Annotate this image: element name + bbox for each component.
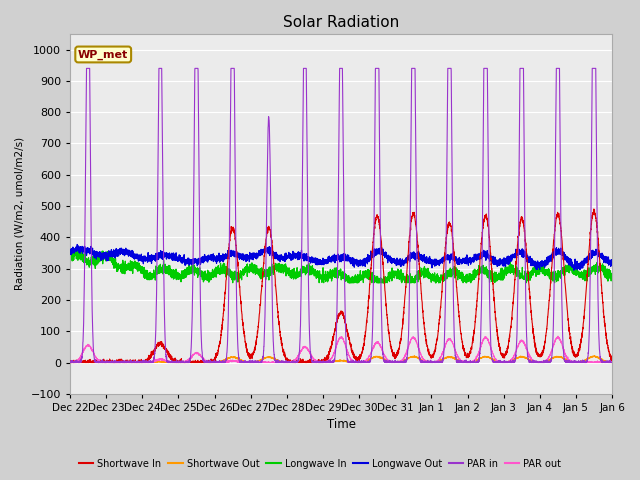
X-axis label: Time: Time xyxy=(326,419,355,432)
Text: WP_met: WP_met xyxy=(78,49,129,60)
Legend: Shortwave In, Shortwave Out, Longwave In, Longwave Out, PAR in, PAR out: Shortwave In, Shortwave Out, Longwave In… xyxy=(75,455,565,473)
Title: Solar Radiation: Solar Radiation xyxy=(283,15,399,30)
Y-axis label: Radiation (W/m2, umol/m2/s): Radiation (W/m2, umol/m2/s) xyxy=(15,137,25,290)
